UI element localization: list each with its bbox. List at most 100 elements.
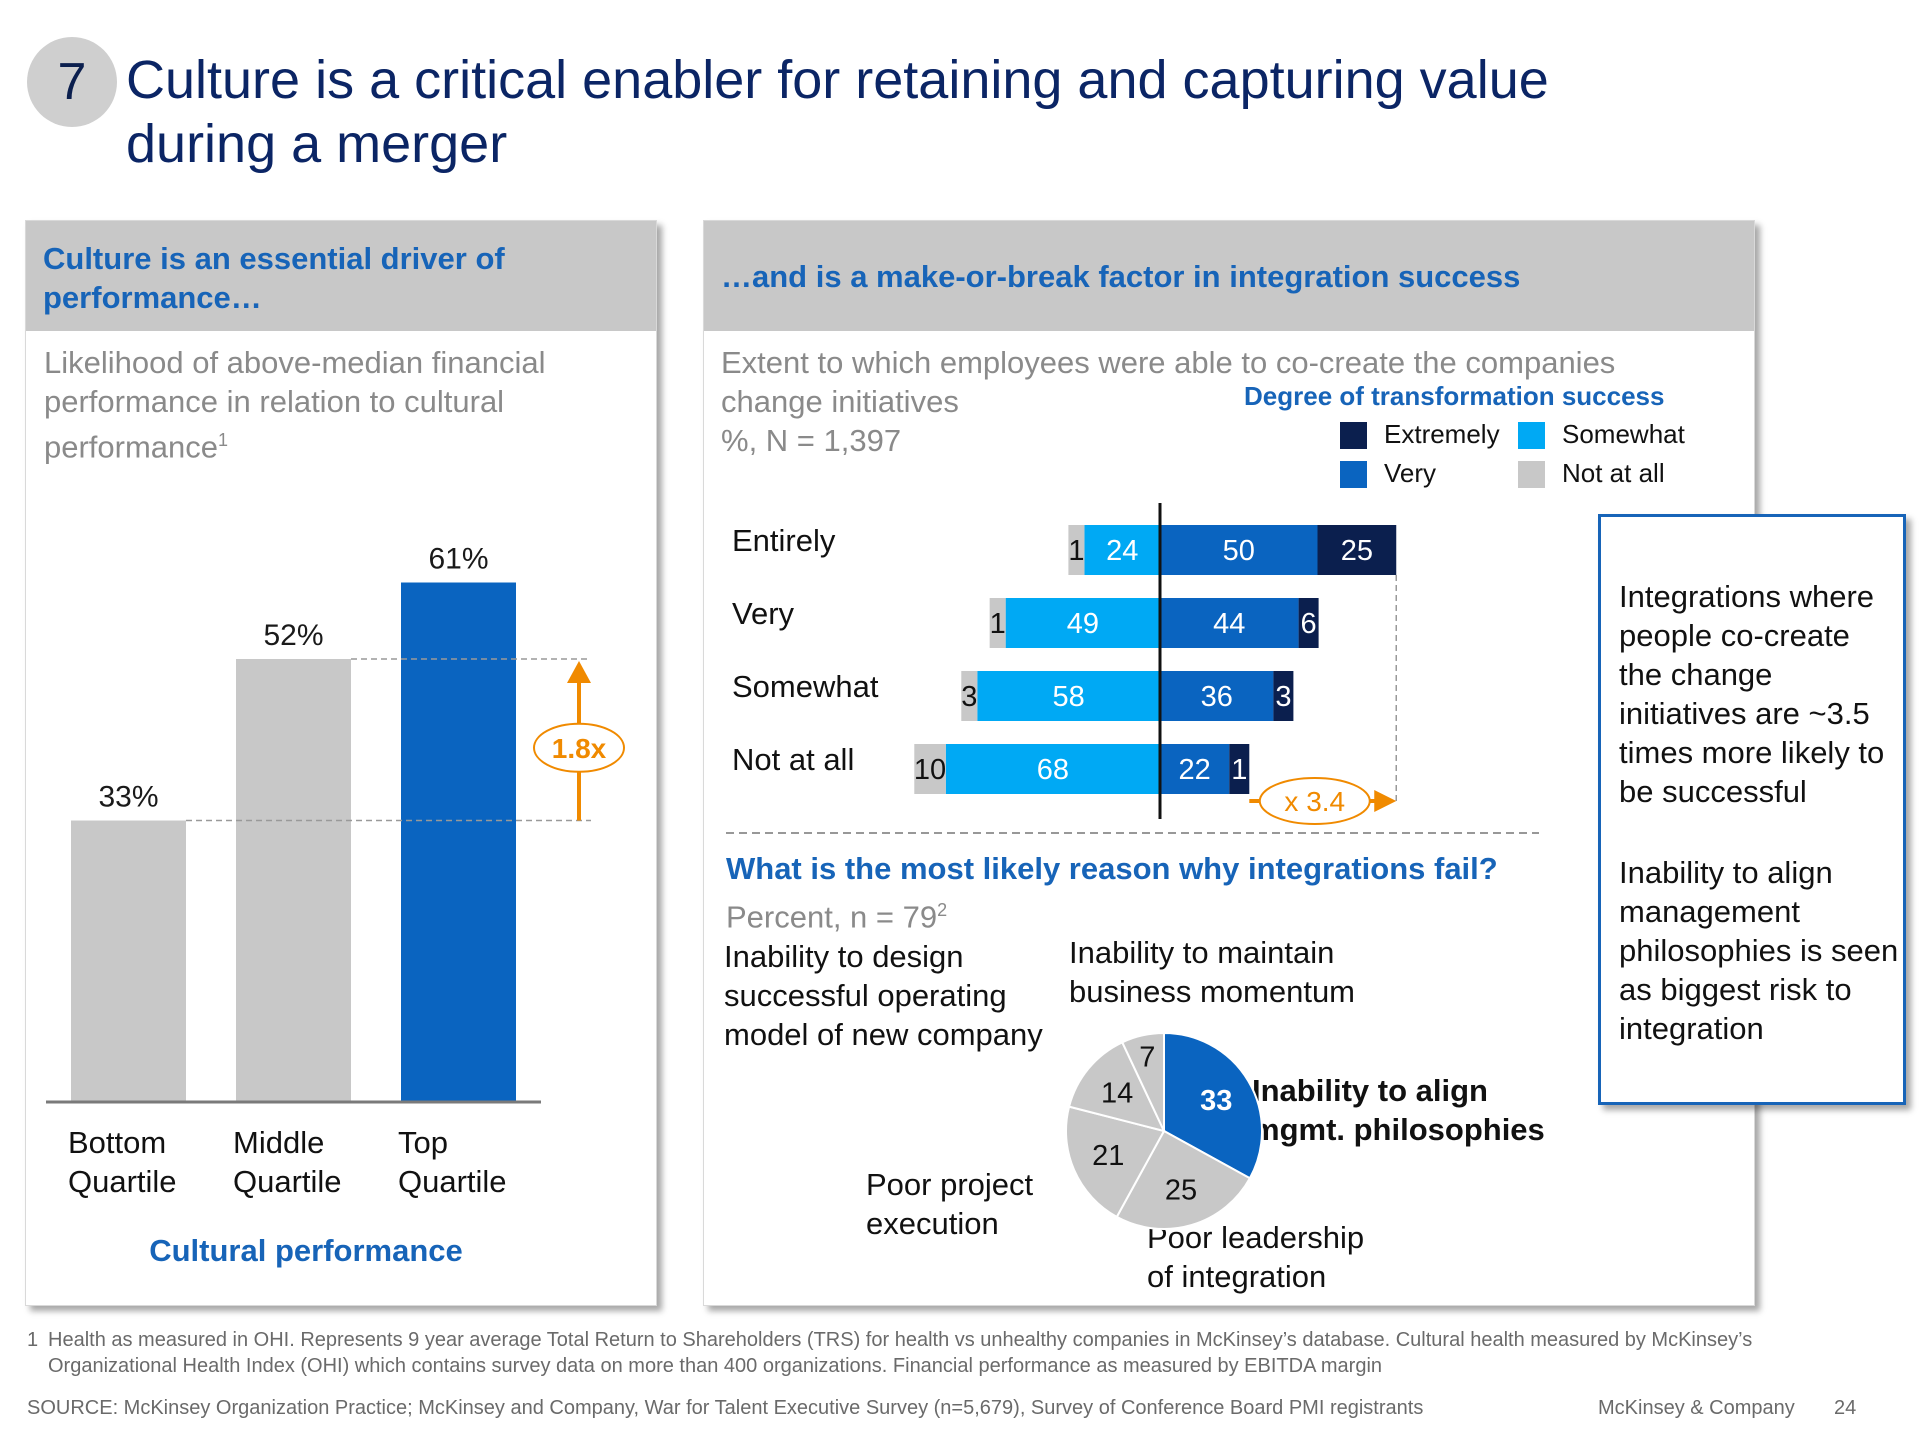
pie-label-align-mgmt: Inability to align mgmt. philosophies (1252, 1073, 1545, 1147)
multiplier-badge-2 (1258, 777, 1371, 825)
bar-2 (236, 659, 351, 1101)
left-panel-subtitle-text: Likelihood of above-median financial per… (44, 345, 546, 465)
multiplier-badge (533, 722, 625, 773)
multiplier-arrow-head-2 (1374, 790, 1397, 812)
bar-label-somewhat-very: 36 (1201, 681, 1233, 713)
legend-label-extremely: Extremely (1384, 419, 1500, 449)
pie-value-business-momentum: 7 (1139, 1041, 1155, 1073)
legend-swatch-somewhat (1518, 422, 1545, 449)
pie-footnote-marker: 2 (937, 900, 948, 920)
bar-not-at-all-not-at-all (914, 744, 946, 794)
bar-very-not-at-all (989, 598, 1006, 648)
bar-very-very (1160, 598, 1299, 648)
bar-label-very-not-at-all: 1 (990, 608, 1006, 640)
bar-3 (401, 582, 516, 1101)
bar-entirely-extremely (1317, 525, 1397, 575)
bar-very-somewhat (1005, 598, 1160, 648)
bar-entirely-somewhat (1084, 525, 1160, 575)
bar-somewhat-extremely (1273, 671, 1294, 721)
pie-value-align-mgmt: 33 (1200, 1085, 1232, 1117)
bar-very-extremely (1298, 598, 1319, 648)
pie-label-operating-model: Inability to design successful operating… (724, 939, 1043, 1052)
bar-somewhat-not-at-all (961, 671, 978, 721)
callout-text-2: Inability to align management philosophi… (1619, 855, 1899, 1046)
bar-label-not-at-all-very: 22 (1179, 754, 1211, 786)
bar-entirely-not-at-all (1068, 525, 1085, 575)
right-panel-subtitle: Extent to which employees were able to c… (721, 345, 1616, 419)
category-label-top: Top Quartile (398, 1125, 507, 1199)
legend-swatch-not-at-all (1518, 461, 1545, 488)
pie-subtitle-text: Percent, n = 79 (726, 899, 938, 935)
right-panel: …and is a make-or-break factor in integr… (703, 220, 1755, 1306)
pie-label-leadership: Poor leadership of integration (1147, 1220, 1365, 1294)
pie-label-business-momentum: Inability to maintain business momentum (1069, 935, 1356, 1009)
callout-text-1: Integrations where people co-create the … (1619, 579, 1885, 809)
source-note: SOURCE: McKinsey Organization Practice; … (27, 1397, 1424, 1419)
x-axis-title: Cultural performance (149, 1233, 463, 1268)
left-panel-header: Culture is an essential driver of perfor… (26, 221, 656, 331)
quartile-bar-chart: 33% 52% 61% 1.8x (46, 543, 625, 1104)
bar-label-entirely-somewhat: 24 (1106, 535, 1138, 567)
failure-reasons-pie: 33 25 21 147 (1065, 1031, 1263, 1230)
row-label-entirely: Entirely (732, 523, 836, 558)
legend-swatch-very (1340, 461, 1367, 488)
left-panel: Culture is an essential driver of perfor… (25, 220, 657, 1306)
bar-value-label-2: 52% (263, 619, 323, 652)
bar-label-entirely-very: 50 (1223, 535, 1255, 567)
page-number: 24 (1834, 1397, 1857, 1419)
category-label-middle: Middle Quartile (233, 1125, 342, 1199)
bar-label-not-at-all-somewhat: 68 (1037, 754, 1069, 786)
co-creation-diverging-chart: 24 1 50 25 49 1 44 6 58 3 36 3 68 10 22 1 x 3.4 (726, 503, 1539, 834)
pie-value-leadership: 25 (1165, 1174, 1197, 1206)
pie-slice-project-execution (1065, 1105, 1166, 1219)
pie-slice-align-mgmt (1163, 1031, 1263, 1180)
row-label-very: Very (732, 596, 795, 631)
pie-slice-operating-model (1067, 1040, 1166, 1133)
bar-label-somewhat-extremely: 3 (1275, 681, 1291, 713)
right-panel-units: %, N = 1,397 (721, 423, 902, 458)
category-label-bottom: Bottom Quartile (68, 1125, 177, 1199)
legend-swatch-extremely (1340, 422, 1367, 449)
multiplier-label: 1.8x (552, 733, 607, 764)
legend-title: Degree of transformation success (1244, 381, 1665, 411)
multiplier-arrow-head (567, 661, 591, 683)
bar-label-very-extremely: 6 (1301, 608, 1317, 640)
footnote-number: 1 (27, 1329, 39, 1351)
pie-value-operating-model: 14 (1101, 1077, 1133, 1109)
right-panel-heading: …and is a make-or-break factor in integr… (721, 259, 1521, 294)
slide-number-badge: 7 (27, 37, 117, 127)
bar-label-somewhat-not-at-all: 3 (961, 681, 977, 713)
bar-label-very-somewhat: 49 (1067, 608, 1099, 640)
brand-label: McKinsey & Company (1598, 1397, 1795, 1419)
bar-somewhat-somewhat (977, 671, 1160, 721)
pie-label-project-execution: Poor project execution (866, 1167, 1034, 1241)
bar-label-entirely-extremely: 25 (1341, 535, 1373, 567)
bar-value-label-1: 33% (98, 781, 158, 814)
left-panel-subtitle: Likelihood of above-median financial per… (44, 343, 624, 466)
bar-1 (71, 820, 186, 1101)
right-panel-header: …and is a make-or-break factor in integr… (704, 221, 1754, 331)
bar-label-not-at-all-not-at-all: 10 (914, 754, 946, 786)
bar-not-at-all-somewhat (945, 744, 1160, 794)
bar-not-at-all-extremely (1229, 744, 1250, 794)
callout-box: Integrations where people co-create the … (1598, 514, 1906, 1105)
page-title: Culture is a critical enabler for retain… (126, 50, 1549, 174)
pie-subtitle: Percent, n = 792 (726, 891, 1126, 936)
legend-label-very: Very (1384, 458, 1437, 488)
multiplier-label-2: x 3.4 (1284, 786, 1345, 817)
bar-not-at-all-very (1160, 744, 1230, 794)
bar-label-somewhat-somewhat: 58 (1053, 681, 1085, 713)
bar-label-entirely-not-at-all: 1 (1068, 535, 1084, 567)
legend: Extremely Somewhat Very Not at all (1340, 419, 1740, 499)
pie-question: What is the most likely reason why integ… (726, 851, 1498, 886)
bar-entirely-very (1160, 525, 1318, 575)
bar-label-not-at-all-extremely: 1 (1231, 754, 1247, 786)
row-label-not-at-all: Not at all (732, 742, 855, 777)
footnote-text: Health as measured in OHI. Represents 9 … (48, 1329, 1753, 1377)
left-panel-footnote-marker: 1 (218, 430, 229, 450)
pie-slice-leadership (1115, 1129, 1252, 1230)
bar-somewhat-very (1160, 671, 1274, 721)
bar-value-label-3: 61% (428, 543, 488, 576)
pie-slice-business-momentum (1120, 1031, 1165, 1132)
pie-value-project-execution: 21 (1092, 1140, 1124, 1172)
